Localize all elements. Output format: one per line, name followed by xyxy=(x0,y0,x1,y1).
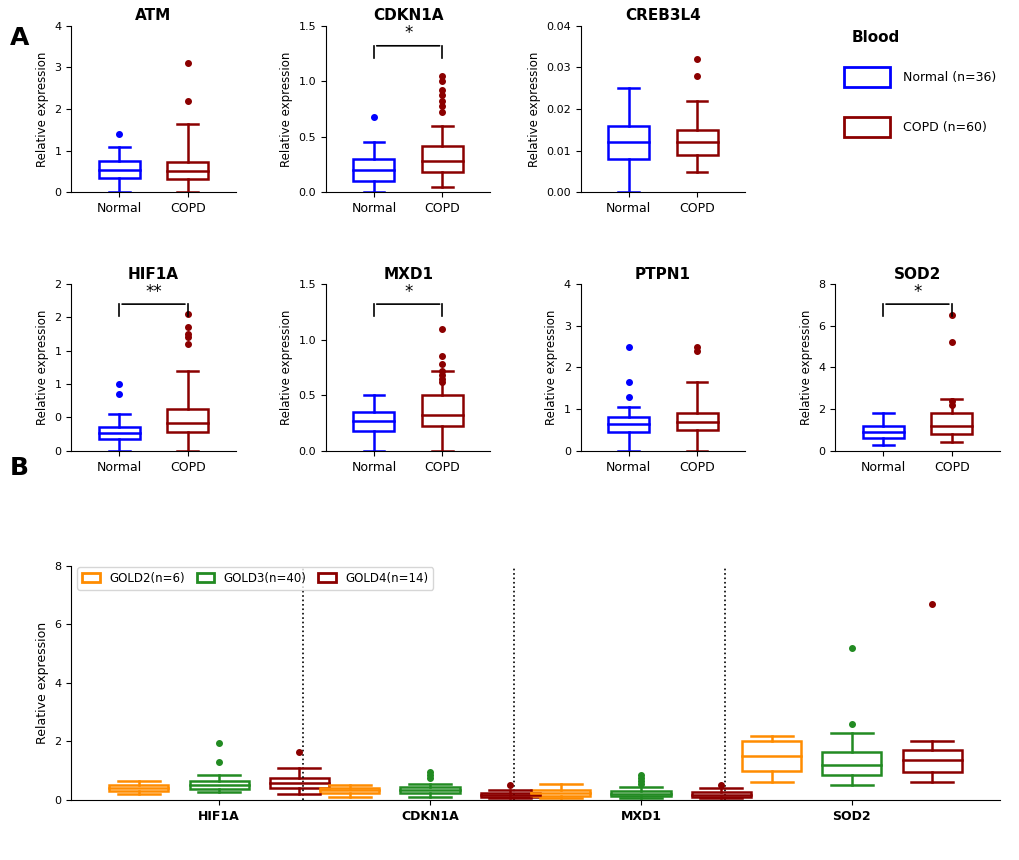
Bar xyxy=(167,163,208,179)
Bar xyxy=(99,427,140,439)
Text: B: B xyxy=(10,456,30,480)
Bar xyxy=(320,788,379,794)
Y-axis label: Relative expression: Relative expression xyxy=(545,310,557,425)
Bar xyxy=(353,159,394,181)
Bar xyxy=(902,750,961,772)
Bar xyxy=(607,416,648,432)
Bar xyxy=(676,130,717,155)
Bar xyxy=(109,784,168,791)
Text: **: ** xyxy=(145,283,162,301)
Title: CREB3L4: CREB3L4 xyxy=(625,9,700,23)
Text: COPD (n=60): COPD (n=60) xyxy=(902,121,985,134)
Bar xyxy=(190,781,249,789)
Y-axis label: Relative expression: Relative expression xyxy=(36,622,49,744)
Y-axis label: Relative expression: Relative expression xyxy=(799,310,812,425)
Bar xyxy=(821,752,880,775)
Bar xyxy=(676,414,717,430)
Title: ATM: ATM xyxy=(136,9,171,23)
Bar xyxy=(353,412,394,431)
Bar xyxy=(610,791,669,796)
Bar xyxy=(422,146,463,173)
Title: HIF1A: HIF1A xyxy=(128,267,179,281)
Bar xyxy=(400,787,460,794)
Bar xyxy=(862,426,903,439)
Title: SOD2: SOD2 xyxy=(893,267,941,281)
Text: Blood: Blood xyxy=(851,30,899,46)
Title: PTPN1: PTPN1 xyxy=(634,267,690,281)
Y-axis label: Relative expression: Relative expression xyxy=(36,310,49,425)
Title: MXD1: MXD1 xyxy=(383,267,433,281)
Y-axis label: Relative expression: Relative expression xyxy=(527,52,540,167)
Bar xyxy=(99,161,140,178)
Bar xyxy=(422,396,463,427)
Y-axis label: Relative expression: Relative expression xyxy=(280,310,292,425)
Text: *: * xyxy=(912,283,921,301)
Bar xyxy=(607,126,648,159)
Text: *: * xyxy=(404,283,412,301)
Bar xyxy=(930,414,971,434)
Y-axis label: Relative expression: Relative expression xyxy=(280,52,292,167)
Bar xyxy=(480,794,539,797)
Text: Normal (n=36): Normal (n=36) xyxy=(902,71,995,84)
Bar xyxy=(742,741,801,771)
Y-axis label: Relative expression: Relative expression xyxy=(36,52,49,167)
Text: *: * xyxy=(404,24,412,42)
Title: CDKN1A: CDKN1A xyxy=(373,9,443,23)
Legend: GOLD2(n=6), GOLD3(n=40), GOLD4(n=14): GOLD2(n=6), GOLD3(n=40), GOLD4(n=14) xyxy=(77,568,433,590)
Bar xyxy=(167,409,208,432)
Bar xyxy=(269,778,328,788)
Bar xyxy=(691,791,750,797)
Text: A: A xyxy=(10,26,30,50)
Bar xyxy=(531,789,590,796)
